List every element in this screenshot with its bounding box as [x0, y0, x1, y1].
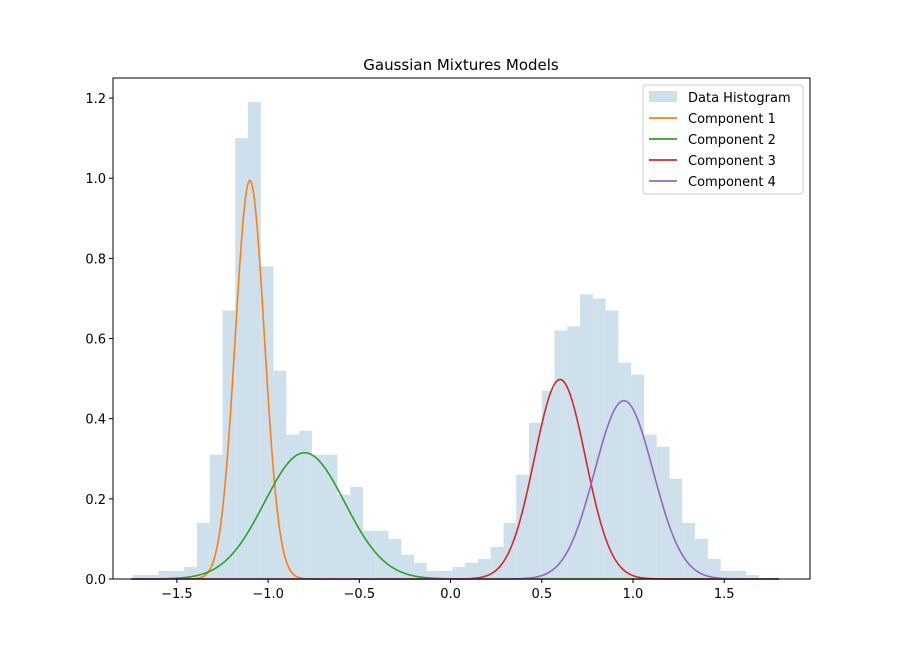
histogram-bar — [580, 294, 593, 579]
y-axis: 0.0 0.2 0.4 0.6 0.8 1.0 1.2 — [85, 92, 113, 588]
histogram-bar — [260, 266, 274, 579]
histogram-bar — [656, 446, 670, 579]
histogram-bar — [465, 562, 478, 579]
histogram-bar — [541, 390, 555, 579]
y-tick-label: 0.6 — [85, 333, 106, 348]
y-tick-label: 0.8 — [85, 252, 106, 267]
histogram-bar — [337, 494, 351, 579]
histogram-bar — [248, 102, 261, 579]
y-tick-label: 0.0 — [85, 573, 106, 588]
histogram-bar — [235, 138, 249, 579]
y-tick-label: 0.4 — [85, 413, 106, 428]
y-tick-label: 1.2 — [85, 92, 106, 107]
x-tick-label: 0.0 — [440, 587, 461, 602]
y-tick-label: 0.2 — [85, 493, 106, 508]
histogram-bar — [426, 570, 440, 579]
histogram-bar — [554, 330, 568, 579]
histogram-bar — [196, 522, 210, 579]
histogram-bar — [567, 326, 581, 579]
histogram-bar — [158, 570, 172, 579]
axes-frame — [112, 77, 811, 580]
histogram-bar — [388, 538, 402, 579]
legend-label: Component 2 — [688, 133, 776, 148]
histogram-bar — [618, 362, 632, 579]
histogram-bars — [133, 102, 759, 579]
x-tick-label: −1.5 — [161, 587, 193, 602]
histogram-bar — [669, 478, 683, 579]
histogram-bar — [439, 570, 453, 579]
legend-label: Component 4 — [688, 175, 776, 190]
legend-label: Component 3 — [688, 154, 776, 169]
histogram-bar — [209, 454, 223, 579]
legend: Data Histogram Component 1 Component 2 Comp… — [642, 84, 804, 195]
x-axis: −1.5 −1.0 −0.5 0.0 0.5 1.0 1.5 — [161, 579, 735, 602]
legend-label: Component 1 — [688, 112, 776, 127]
histogram-bar — [299, 430, 312, 579]
histogram-bar — [733, 570, 747, 579]
x-tick-label: 0.5 — [531, 587, 552, 602]
x-tick-label: 1.0 — [623, 587, 644, 602]
histogram-bar — [414, 562, 427, 579]
histogram-bar — [695, 538, 708, 579]
histogram-bar — [286, 434, 300, 579]
histogram-bar — [592, 298, 606, 579]
chart-title: Gaussian Mixtures Models — [363, 56, 559, 74]
histogram-bar — [171, 570, 185, 579]
histogram-bar — [311, 454, 325, 579]
y-tick-label: 1.0 — [85, 172, 106, 187]
histogram-bar — [350, 486, 363, 579]
histogram-bar — [375, 530, 389, 579]
histogram-bar — [631, 374, 644, 579]
histogram-bar — [477, 558, 491, 579]
legend-box — [642, 84, 804, 195]
legend-swatch-histogram — [649, 91, 677, 102]
histogram-bar — [720, 570, 734, 579]
histogram-bar — [324, 454, 338, 579]
x-tick-label: 1.5 — [714, 587, 735, 602]
histogram-bar — [605, 310, 619, 579]
histogram-bar — [643, 434, 657, 579]
histogram-bar — [133, 574, 146, 579]
x-tick-label: −1.0 — [252, 587, 284, 602]
histogram-bar — [145, 574, 159, 579]
legend-label: Data Histogram — [688, 91, 791, 106]
histogram-bar — [746, 574, 759, 579]
histogram-bar — [707, 558, 721, 579]
x-tick-label: −0.5 — [344, 587, 376, 602]
histogram-bar — [452, 566, 466, 579]
histogram-bar — [490, 546, 504, 579]
histogram-bar — [682, 522, 696, 579]
histogram-bar — [362, 530, 376, 579]
histogram-bar — [529, 422, 542, 579]
